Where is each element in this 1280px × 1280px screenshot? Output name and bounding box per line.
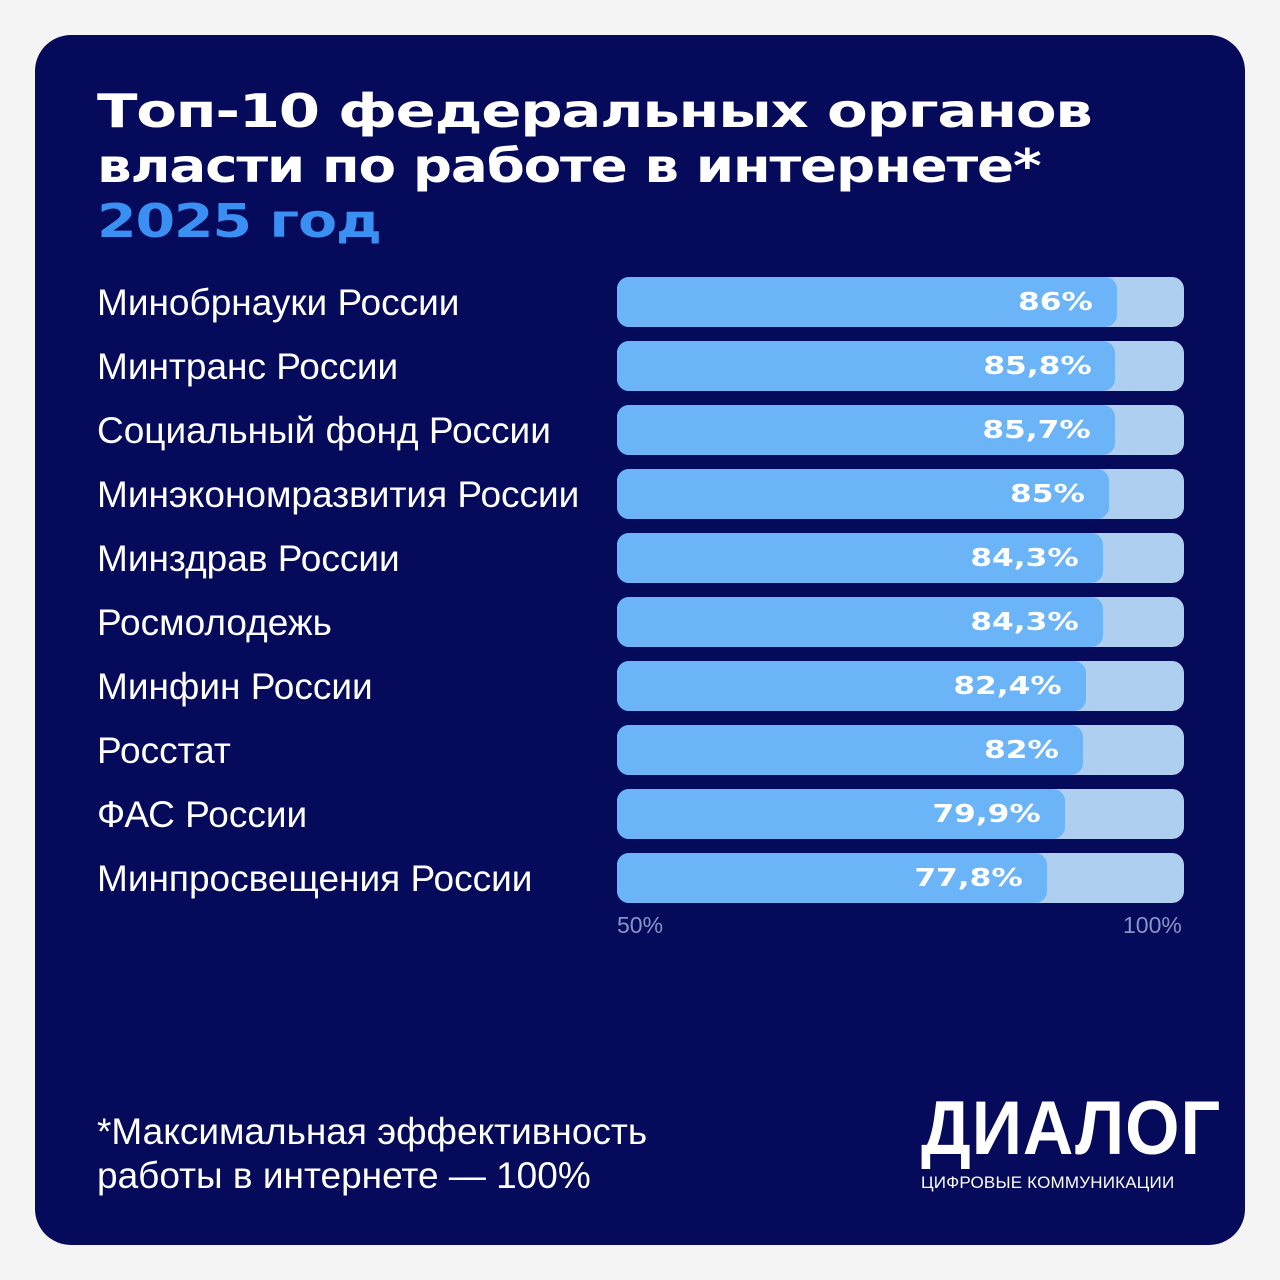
bar-track: 82% <box>617 725 1184 775</box>
tick-label-min: 50% <box>617 912 664 938</box>
title-year: 2025 год <box>97 194 382 248</box>
bar-category-label: Социальный фонд России <box>97 410 551 451</box>
bar-value-label: 84,3% <box>970 543 1079 572</box>
title-line-1: Топ-10 федеральных органов <box>97 84 1093 138</box>
bar-value-label: 85,7% <box>982 415 1091 444</box>
bar-row: Минпросвещения России 77,8% <box>0 853 1280 903</box>
bar-category-label: Минздрав России <box>97 538 400 579</box>
bar-row: Минтранс России 85,8% <box>0 341 1280 391</box>
bar-row: Росмолодежь 84,3% <box>0 597 1280 647</box>
bar-track: 84,3% <box>617 597 1184 647</box>
bar-row: Росстат 82% <box>0 725 1280 775</box>
bar-row: Минобрнауки России 86% <box>0 277 1280 327</box>
bar-value-label: 82,4% <box>953 671 1063 700</box>
bar-value-label: 86% <box>1018 287 1094 316</box>
bar-track: 77,8% <box>617 853 1184 903</box>
bar-fill: 86% <box>617 277 1118 327</box>
chart-title: Топ-10 федеральных органов власти по раб… <box>97 84 1093 249</box>
footnote-line-2: работы в интернете — 100% <box>97 1155 591 1196</box>
bar-track: 82,4% <box>617 661 1184 711</box>
bar-category-label: Минфин России <box>97 666 373 707</box>
bar-value-label: 85,8% <box>982 351 1092 380</box>
logo-subtitle: ЦИФРОВЫЕ КОММУНИКАЦИИ <box>921 1173 1175 1192</box>
bar-category-label: Минэкономразвития России <box>97 474 580 515</box>
bar-value-label: 77,8% <box>914 863 1023 892</box>
bar-fill: 82% <box>617 725 1083 775</box>
bar-row: Минэкономразвития России 85% <box>0 469 1280 519</box>
footnote-line-1: *Максимальная эффективность <box>97 1111 648 1152</box>
bar-fill: 82,4% <box>617 661 1087 711</box>
bar-value-label: 84,3% <box>970 607 1079 636</box>
bar-fill: 85,7% <box>617 405 1115 455</box>
bar-track: 86% <box>617 277 1184 327</box>
bar-row: Минфин России 82,4% <box>0 661 1280 711</box>
title-line-2: власти по работе в интернете* <box>97 139 1042 193</box>
bar-value-label: 85% <box>1009 479 1085 508</box>
bar-value-label: 79,9% <box>932 799 1041 828</box>
bar-value-label: 82% <box>983 735 1059 764</box>
bar-track: 85,7% <box>617 405 1184 455</box>
bar-category-label: Росмолодежь <box>97 602 332 643</box>
bar-category-label: Минпросвещения России <box>97 858 533 899</box>
tick-label-max: 100% <box>1123 912 1182 938</box>
bar-row: Минздрав России 84,3% <box>0 533 1280 583</box>
bar-track: 85,8% <box>617 341 1184 391</box>
bar-track: 85% <box>617 469 1184 519</box>
bar-fill: 84,3% <box>617 533 1103 583</box>
bar-row: Социальный фонд России 85,7% <box>0 405 1280 455</box>
bar-row: ФАС России 79,9% <box>0 789 1280 839</box>
bar-fill: 79,9% <box>617 789 1065 839</box>
bar-fill: 77,8% <box>617 853 1047 903</box>
bar-category-label: ФАС России <box>97 794 308 835</box>
bar-track: 79,9% <box>617 789 1184 839</box>
bar-category-label: Росстат <box>97 730 231 771</box>
dialog-logo: ДИАЛОГ ЦИФРОВЫЕ КОММУНИКАЦИИ <box>921 1085 1247 1193</box>
bar-track: 84,3% <box>617 533 1184 583</box>
bar-fill: 85,8% <box>617 341 1116 391</box>
footnote: *Максимальная эффективность работы в инт… <box>97 1110 647 1198</box>
logo-wordmark: ДИАЛОГ <box>921 1086 1222 1171</box>
bar-fill: 84,3% <box>617 597 1103 647</box>
bar-category-label: Минтранс России <box>97 346 399 387</box>
bar-category-label: Минобрнауки России <box>97 282 460 323</box>
bar-fill: 85% <box>617 469 1109 519</box>
